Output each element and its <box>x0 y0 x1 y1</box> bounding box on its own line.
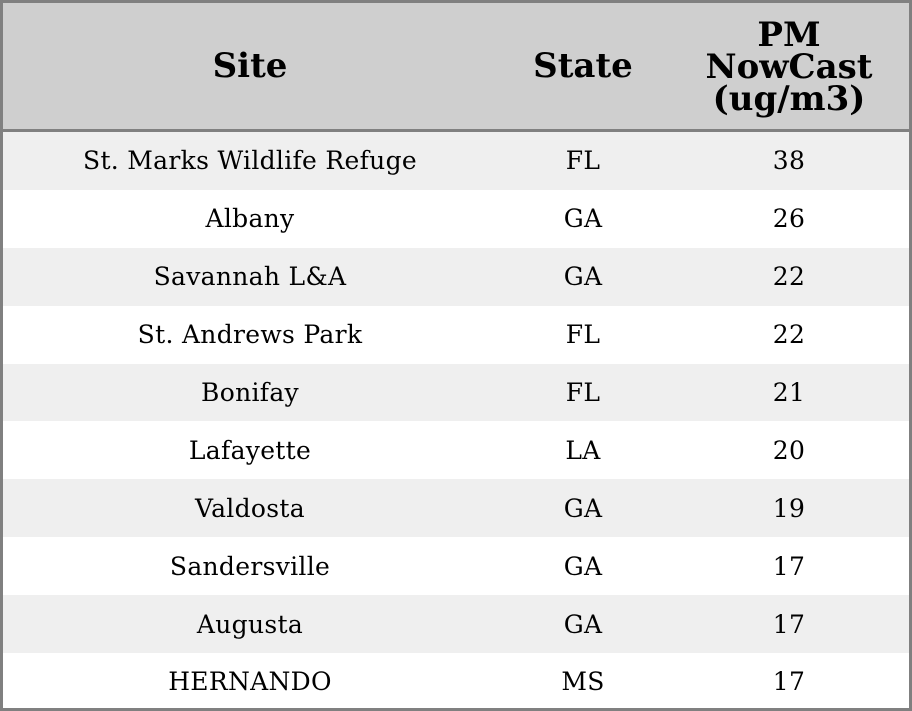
table-row: Augusta GA 17 <box>3 595 909 654</box>
pm-value-cell: 19 <box>772 493 806 523</box>
pm-value-cell: 17 <box>772 551 806 581</box>
table-header-row: Site State PM NowCast (ug/m3) <box>3 3 909 132</box>
pm-value-cell: 38 <box>772 146 806 176</box>
site-cell: HERNANDO <box>168 667 332 697</box>
pm-value-cell: 26 <box>772 204 806 234</box>
table-row: Albany GA 26 <box>3 190 909 248</box>
table-row: St. Andrews Park FL 22 <box>3 306 909 364</box>
state-cell: MS <box>561 667 605 697</box>
pm-value-cell: 17 <box>772 609 806 639</box>
pm-value-cell: 22 <box>772 262 806 292</box>
header-pm-nowcast-line-3: (ug/m3) <box>712 79 866 119</box>
header-state: State <box>497 3 669 129</box>
state-cell: GA <box>563 609 603 639</box>
table-row: Lafayette LA 20 <box>3 421 909 479</box>
state-cell: FL <box>565 320 601 350</box>
state-cell: GA <box>563 204 603 234</box>
site-cell: Albany <box>205 204 295 234</box>
state-cell: GA <box>563 551 603 581</box>
header-state-label: State <box>533 46 633 86</box>
table-body: St. Marks Wildlife Refuge FL 38 Albany GA 26 S… <box>3 132 909 711</box>
site-cell: Lafayette <box>188 435 312 465</box>
table-row: Savannah L&A GA 22 <box>3 247 909 306</box>
pm-value-cell: 21 <box>772 378 806 407</box>
header-pm-nowcast-line-2: NowCast <box>705 47 873 87</box>
site-cell: Sandersville <box>169 551 331 581</box>
table-row: Valdosta GA 19 <box>3 479 909 538</box>
site-cell: St. Andrews Park <box>137 320 363 350</box>
state-cell: GA <box>563 493 603 523</box>
site-cell: St. Marks Wildlife Refuge <box>83 146 417 176</box>
pm-value-cell: 22 <box>772 320 806 350</box>
site-cell: Valdosta <box>195 493 305 523</box>
pm-value-cell: 17 <box>772 667 806 697</box>
header-site-label: Site <box>212 46 288 86</box>
site-cell: Bonifay <box>201 378 299 407</box>
header-pm-nowcast-line-1: PM <box>757 15 821 55</box>
state-cell: FL <box>565 146 601 176</box>
table-row: Sandersville GA 17 <box>3 537 909 595</box>
state-cell: LA <box>565 435 601 465</box>
state-cell: FL <box>565 378 601 407</box>
header-pm-nowcast: PM NowCast (ug/m3) <box>669 3 909 129</box>
pm-value-cell: 20 <box>772 435 806 465</box>
table-row: HERNANDO MS 17 <box>3 653 909 711</box>
table-row: Bonifay FL 21 <box>3 363 909 422</box>
table-row: St. Marks Wildlife Refuge FL 38 <box>3 132 909 190</box>
site-cell: Augusta <box>196 609 304 639</box>
state-cell: GA <box>563 262 603 292</box>
site-cell: Savannah L&A <box>153 262 347 292</box>
header-site: Site <box>3 3 497 129</box>
